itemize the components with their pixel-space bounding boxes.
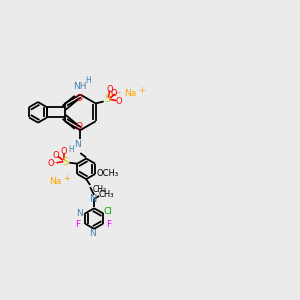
Text: +: +	[138, 86, 145, 95]
Text: Cl: Cl	[103, 207, 112, 216]
Text: O: O	[75, 94, 82, 103]
Text: S: S	[62, 157, 68, 167]
Text: CH₂: CH₂	[92, 184, 106, 194]
Text: F: F	[106, 220, 112, 229]
Text: Na: Na	[49, 177, 62, 186]
Text: O: O	[60, 147, 67, 156]
Text: H: H	[68, 145, 74, 154]
Text: N: N	[90, 194, 98, 204]
Text: OCH₃: OCH₃	[97, 169, 119, 178]
Text: H: H	[85, 76, 91, 85]
Text: O: O	[52, 151, 59, 160]
Text: NH: NH	[74, 82, 87, 91]
Text: +: +	[63, 174, 70, 183]
Text: O: O	[106, 85, 113, 94]
Text: N: N	[89, 229, 95, 238]
Text: N: N	[76, 209, 83, 218]
Text: O⁻: O⁻	[111, 89, 122, 98]
Text: S: S	[104, 94, 111, 104]
Text: O: O	[115, 97, 122, 106]
Text: O: O	[75, 122, 82, 131]
Text: O⁻: O⁻	[48, 159, 59, 168]
Text: F: F	[75, 220, 80, 229]
Text: N: N	[74, 140, 81, 148]
Text: Na: Na	[124, 89, 136, 98]
Text: CH₃: CH₃	[98, 190, 114, 200]
